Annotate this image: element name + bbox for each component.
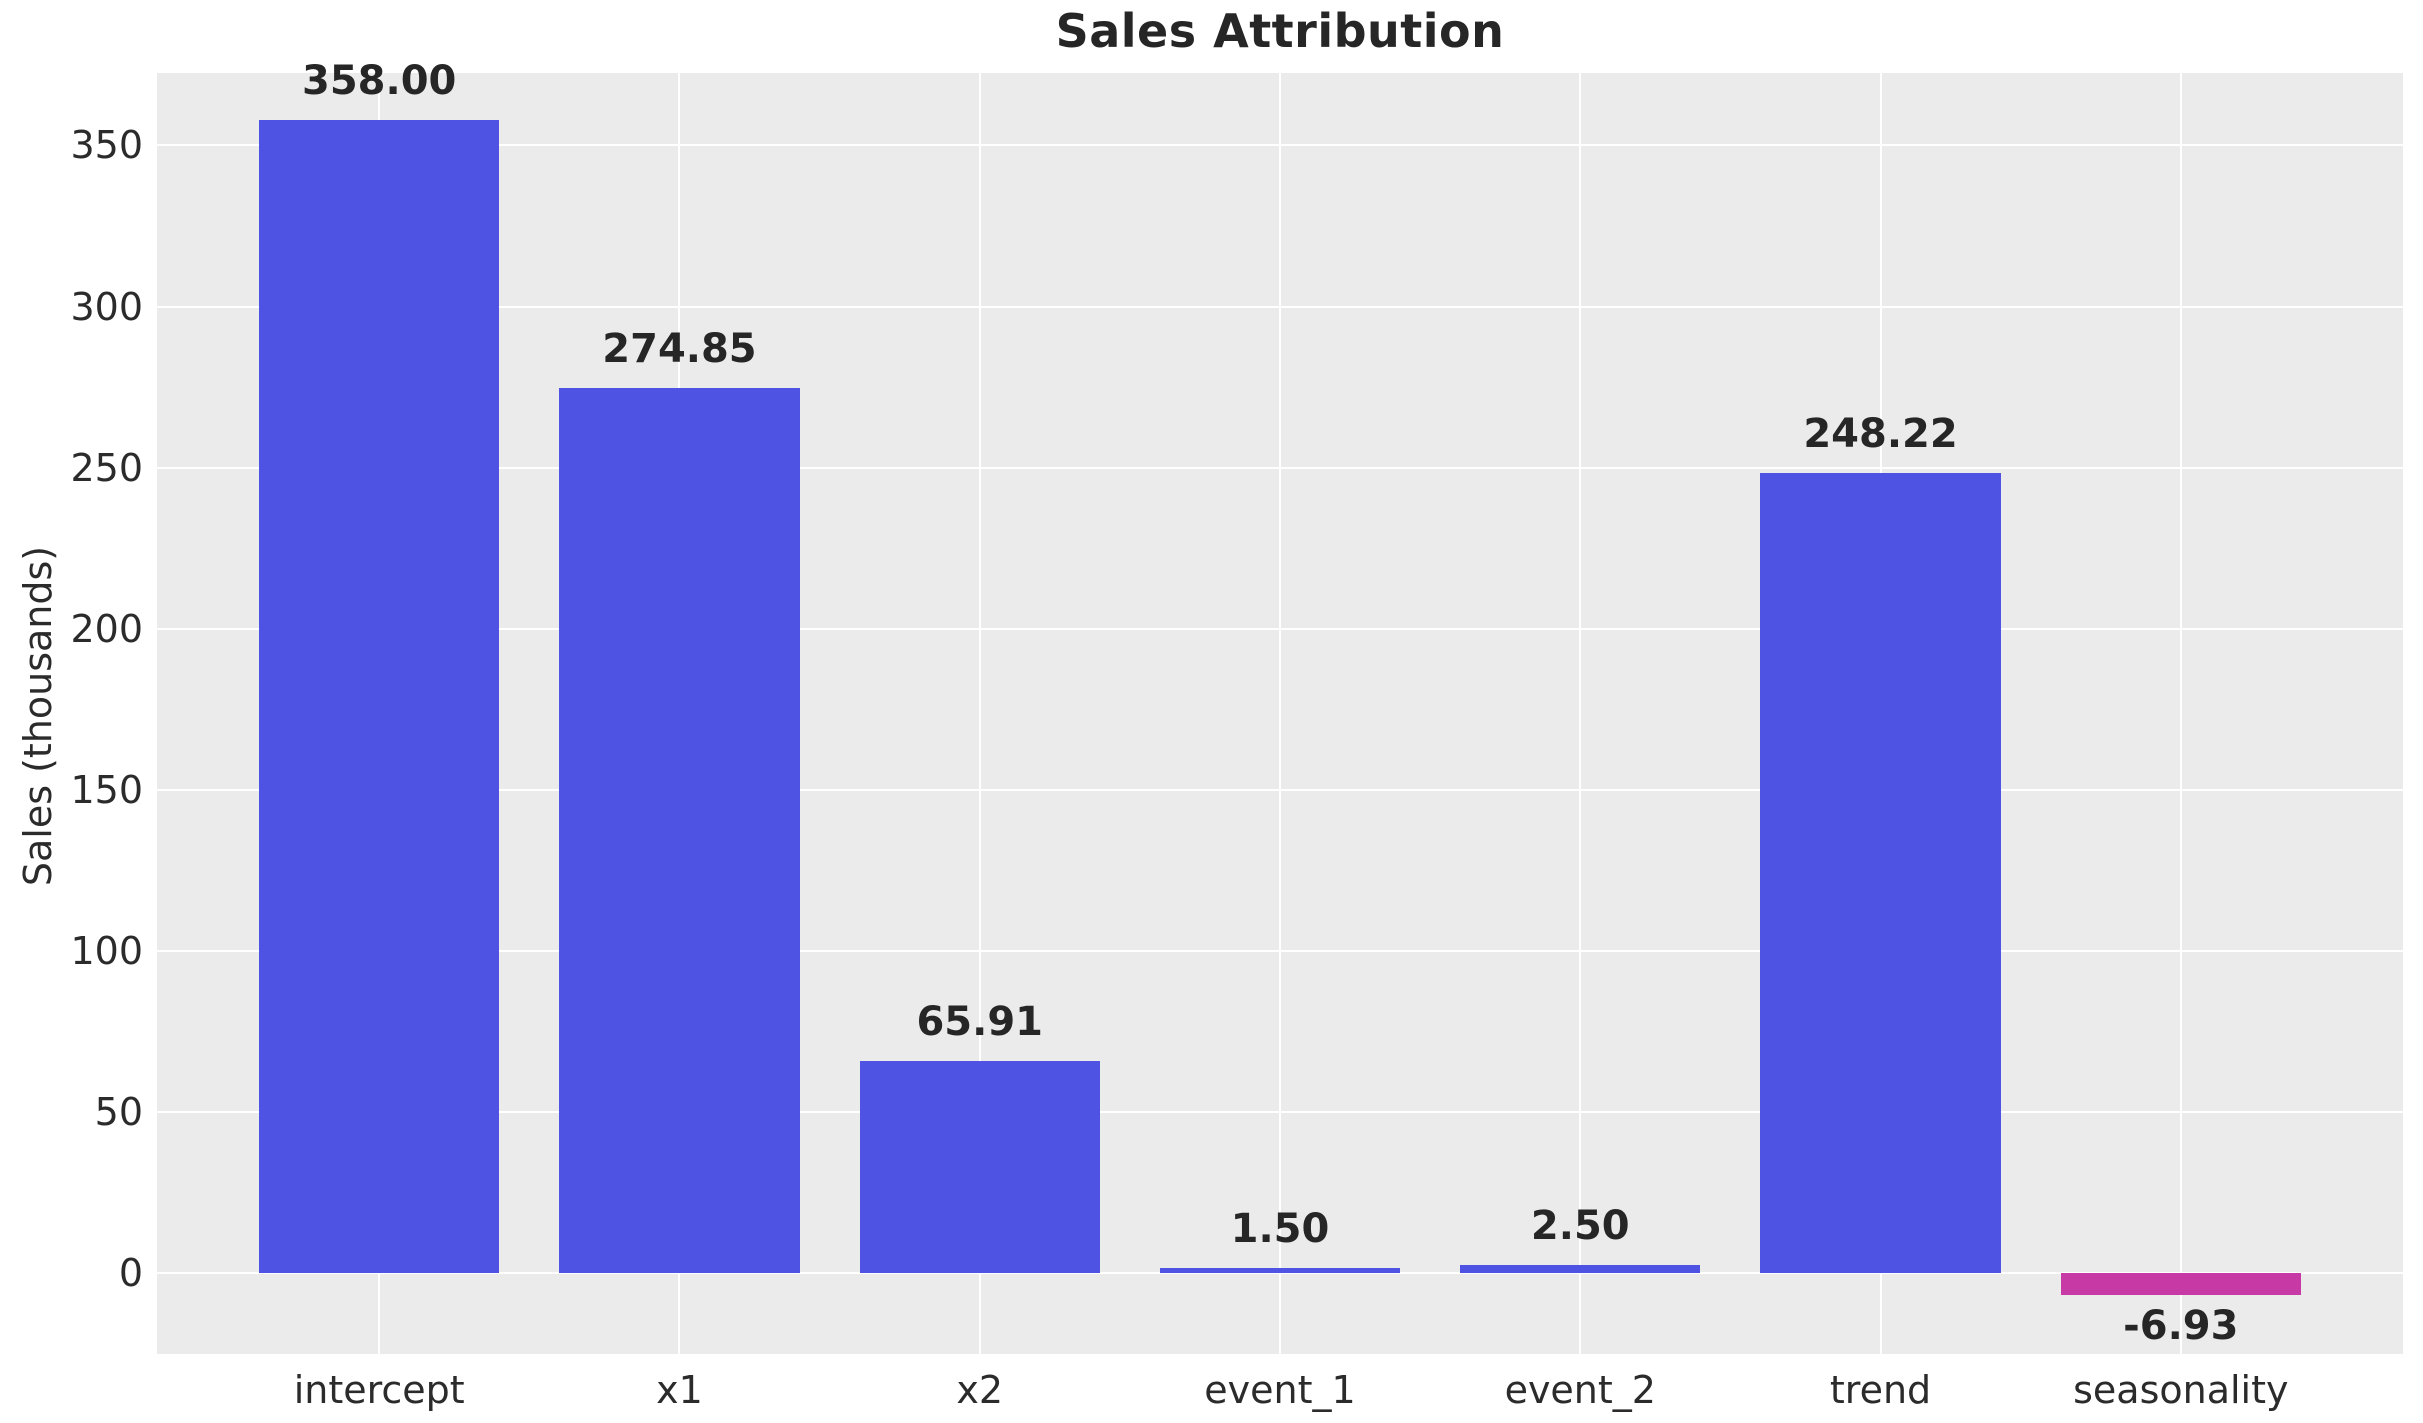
x-tick-label-event_2: event_2 bbox=[1504, 1368, 1656, 1412]
y-tick-label: 100 bbox=[70, 928, 143, 973]
bar-event_2 bbox=[1460, 1264, 1701, 1273]
bar-trend bbox=[1760, 473, 2001, 1273]
gridline-vertical bbox=[1579, 73, 1582, 1354]
chart-title: Sales Attribution bbox=[1055, 4, 1505, 58]
value-label-seasonality: -6.93 bbox=[2123, 1303, 2239, 1350]
y-tick-label: 350 bbox=[70, 123, 143, 168]
value-label-x2: 65.91 bbox=[916, 998, 1043, 1045]
value-label-intercept: 358.00 bbox=[302, 57, 457, 104]
value-label-event_2: 2.50 bbox=[1530, 1202, 1630, 1249]
x-tick-label-x2: x2 bbox=[956, 1368, 1004, 1412]
y-tick-label: 50 bbox=[94, 1089, 143, 1134]
value-label-event_1: 1.50 bbox=[1230, 1205, 1330, 1252]
gridline-vertical bbox=[2179, 73, 2182, 1354]
y-tick-label: 300 bbox=[70, 284, 143, 329]
x-tick-label-intercept: intercept bbox=[293, 1368, 465, 1412]
bar-intercept bbox=[259, 119, 500, 1273]
gridline-vertical bbox=[978, 73, 981, 1354]
value-label-trend: 248.22 bbox=[1803, 411, 1958, 458]
gridline-vertical bbox=[1279, 73, 1281, 1354]
value-label-x1: 274.85 bbox=[602, 325, 757, 372]
x-tick-label-trend: trend bbox=[1829, 1368, 1932, 1412]
bar-seasonality bbox=[2060, 1272, 2301, 1296]
plot-area bbox=[157, 73, 2403, 1354]
y-tick-label: 0 bbox=[118, 1250, 143, 1295]
x-tick-label-seasonality: seasonality bbox=[2073, 1368, 2289, 1412]
bar-x2 bbox=[859, 1060, 1100, 1273]
x-tick-label-x1: x1 bbox=[656, 1368, 703, 1412]
x-tick-label-event_1: event_1 bbox=[1204, 1368, 1356, 1412]
y-tick-label: 200 bbox=[70, 606, 143, 651]
y-tick-label: 150 bbox=[70, 767, 143, 812]
bar-event_1 bbox=[1159, 1267, 1401, 1273]
y-tick-label: 250 bbox=[70, 445, 143, 490]
bar-x1 bbox=[559, 387, 800, 1273]
y-axis-label: Sales (thousands) bbox=[16, 545, 60, 887]
